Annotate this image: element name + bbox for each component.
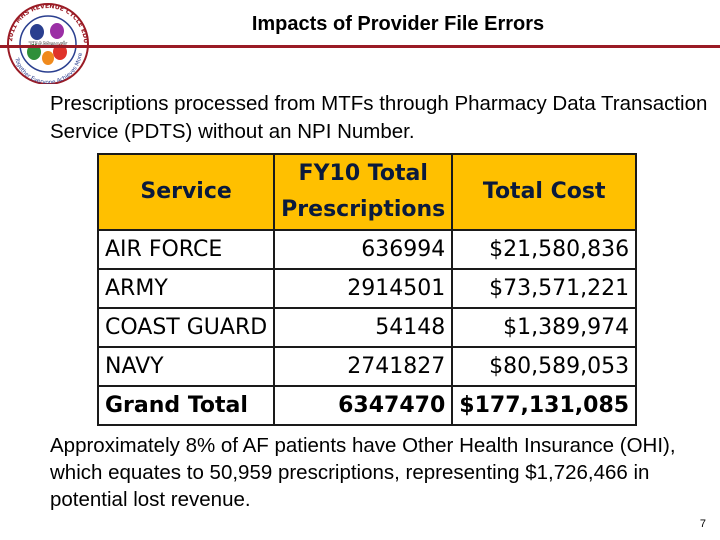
table-header-row: Service FY10 Total Prescriptions Total C… xyxy=(96,153,638,231)
title-divider xyxy=(0,45,720,48)
row-cost: $1,389,974 xyxy=(451,307,638,348)
table-row: ARMY 2914501 $73,571,221 xyxy=(96,268,638,309)
row-cost: $80,589,053 xyxy=(451,346,638,387)
header-service: Service xyxy=(96,153,276,231)
row-service: AIR FORCE xyxy=(96,229,276,270)
row-service: ARMY xyxy=(96,268,276,309)
row-prescriptions: 2741827 xyxy=(273,346,454,387)
logo-center-text: TEAMwork xyxy=(29,40,68,48)
row-cost: $73,571,221 xyxy=(451,268,638,309)
row-prescriptions: 636994 xyxy=(273,229,454,270)
prescriptions-table: Service FY10 Total Prescriptions Total C… xyxy=(96,153,638,426)
table-total-row: Grand Total 6347470 $177,131,085 xyxy=(96,385,638,426)
row-service: NAVY xyxy=(96,346,276,387)
total-cost: $177,131,085 xyxy=(451,385,638,426)
page-number: 7 xyxy=(699,518,706,530)
prescriptions-table-container: Service FY10 Total Prescriptions Total C… xyxy=(96,153,638,426)
row-prescriptions: 54148 xyxy=(273,307,454,348)
row-prescriptions: 2914501 xyxy=(273,268,454,309)
conference-logo: 2011 MHS REVENUE CYCLE EDUCATION CONFERE… xyxy=(0,0,89,84)
intro-text: Prescriptions processed from MTFs throug… xyxy=(50,92,708,143)
outro-text: Approximately 8% of AF patients have Oth… xyxy=(50,434,676,511)
header-prescriptions-line2: Prescriptions xyxy=(281,197,446,222)
header-prescriptions-line1: FY10 Total xyxy=(298,161,428,186)
row-service: COAST GUARD xyxy=(96,307,276,348)
header-cost: Total Cost xyxy=(451,153,638,231)
header-prescriptions: FY10 Total Prescriptions xyxy=(273,153,454,231)
table-row: NAVY 2741827 $80,589,053 xyxy=(96,346,638,387)
logo-hands-icon xyxy=(27,23,67,65)
row-cost: $21,580,836 xyxy=(451,229,638,270)
total-label: Grand Total xyxy=(96,385,276,426)
table-row: AIR FORCE 636994 $21,580,836 xyxy=(96,229,638,270)
total-prescriptions: 6347470 xyxy=(273,385,454,426)
slide-title: Impacts of Provider File Errors xyxy=(251,13,545,35)
table-row: COAST GUARD 54148 $1,389,974 xyxy=(96,307,638,348)
